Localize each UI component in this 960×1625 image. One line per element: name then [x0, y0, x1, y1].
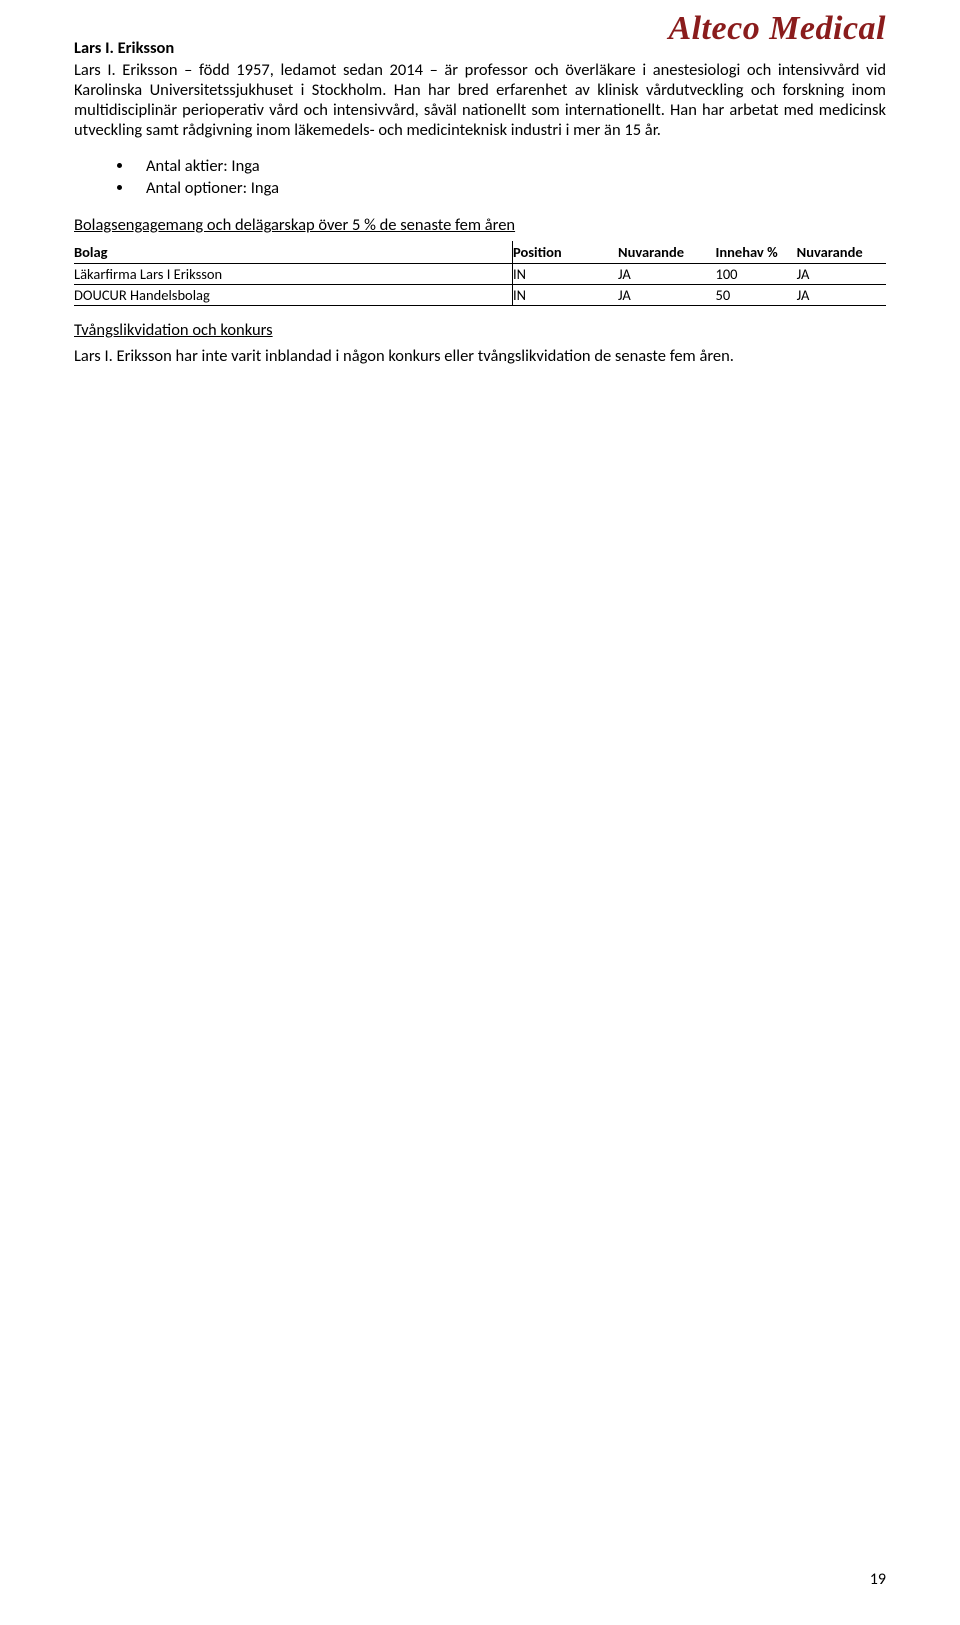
- col-header-bolag: Bolag: [74, 241, 512, 264]
- cell-nuvarande: JA: [618, 285, 715, 306]
- cell-bolag: DOUCUR Handelsbolag: [74, 285, 512, 306]
- cell-position: IN: [512, 264, 618, 285]
- cell-bolag: Läkarfirma Lars I Eriksson: [74, 264, 512, 285]
- col-header-nuvarande: Nuvarande: [618, 241, 715, 264]
- page-number: 19: [870, 1570, 886, 1589]
- table-header-row: Bolag Position Nuvarande Innehav % Nuvar…: [74, 241, 886, 264]
- cell-nuvarande2: JA: [797, 264, 886, 285]
- cell-innehav: 100: [715, 264, 796, 285]
- document-page: Alteco Medical Lars I. Eriksson Lars I. …: [0, 0, 960, 1625]
- bullet-item: Antal aktier: Inga: [134, 155, 886, 177]
- bullet-item: Antal optioner: Inga: [134, 177, 886, 199]
- liquidation-text: Lars I. Eriksson har inte varit inblanda…: [74, 346, 886, 366]
- holdings-bullet-list: Antal aktier: Inga Antal optioner: Inga: [74, 155, 886, 200]
- cell-innehav: 50: [715, 285, 796, 306]
- table-row: DOUCUR Handelsbolag IN JA 50 JA: [74, 285, 886, 306]
- cell-position: IN: [512, 285, 618, 306]
- person-bio-paragraph: Lars I. Eriksson – född 1957, ledamot se…: [74, 60, 886, 141]
- col-header-position: Position: [512, 241, 618, 264]
- brand-logo: Alteco Medical: [668, 10, 886, 48]
- holdings-section-heading: Bolagsengagemang och delägarskap över 5 …: [74, 215, 886, 235]
- holdings-table: Bolag Position Nuvarande Innehav % Nuvar…: [74, 241, 886, 306]
- cell-nuvarande2: JA: [797, 285, 886, 306]
- col-header-innehav: Innehav %: [715, 241, 796, 264]
- col-header-nuvarande2: Nuvarande: [797, 241, 886, 264]
- liquidation-heading: Tvångslikvidation och konkurs: [74, 320, 886, 340]
- cell-nuvarande: JA: [618, 264, 715, 285]
- table-row: Läkarfirma Lars I Eriksson IN JA 100 JA: [74, 264, 886, 285]
